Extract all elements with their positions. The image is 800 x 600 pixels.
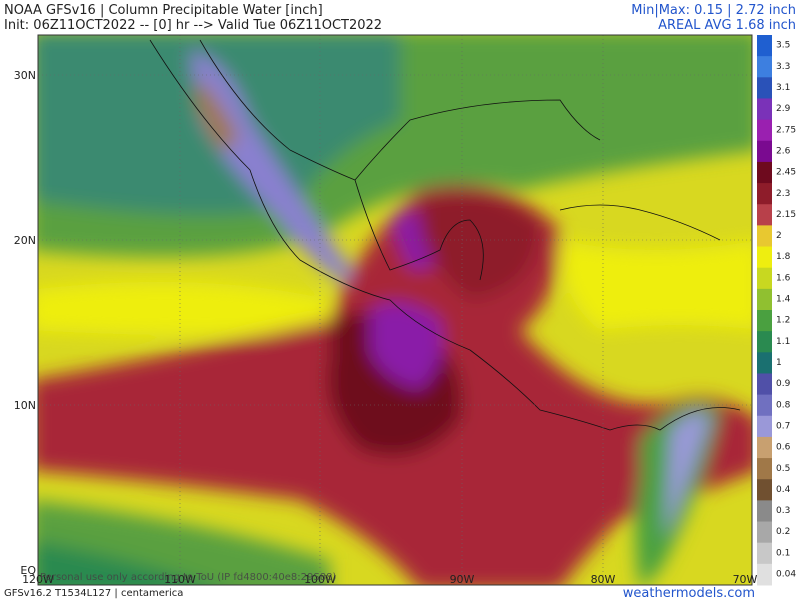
lat-label: 20N (14, 234, 36, 247)
colorbar-label: 1.6 (776, 273, 791, 283)
min-max: Min|Max: 0.15 | 2.72 inch (631, 3, 796, 18)
lon-label: 120W (22, 573, 54, 586)
colorbar-swatch (757, 521, 772, 544)
lon-label: 70W (733, 573, 758, 586)
colorbar-swatch (757, 119, 772, 142)
init-time: Init: 06Z11OCT2022 -- [0] hr --> Valid T… (4, 18, 382, 33)
colorbar-label: 3.3 (776, 62, 790, 72)
colorbar-swatch (757, 436, 772, 459)
colorbar-swatch (757, 77, 772, 99)
colorbar-label: 2 (776, 231, 782, 241)
title: NOAA GFSv16 | Column Precipitable Water … (4, 3, 323, 18)
colorbar-label: 1.4 (776, 295, 791, 305)
colorbar-swatch (757, 35, 772, 57)
colorbar-swatch (757, 204, 772, 226)
colorbar-swatch (757, 500, 772, 523)
colorbar-swatch (757, 183, 772, 205)
lon-label: 90W (450, 573, 475, 586)
watermark: Personal use only according to ToU (IP f… (40, 572, 336, 583)
graticule (38, 35, 752, 585)
lon-label: 110W (164, 573, 196, 586)
colorbar-swatch (757, 140, 772, 163)
colorbar-swatch (757, 458, 772, 480)
colorbar-swatch (757, 563, 772, 586)
map (38, 35, 752, 585)
colorbar-label: 0.5 (776, 464, 790, 474)
colorbar-label: 0.4 (776, 485, 791, 495)
colorbar-swatch (757, 479, 772, 501)
colorbar-swatch (757, 161, 772, 184)
colorbar-swatch (757, 394, 772, 417)
colorbar-label: 0.7 (776, 421, 790, 431)
site-link[interactable]: weathermodels.com (623, 586, 755, 600)
colorbar-swatch (757, 56, 772, 78)
colorbar-swatch (757, 352, 772, 374)
colorbar-label: 1.8 (776, 252, 791, 262)
colorbar-swatch (757, 288, 772, 311)
model-info: GFSv16.2 T1534L127 | centamerica (4, 588, 183, 599)
colorbar-swatch (757, 373, 772, 396)
colorbar-label: 0.2 (776, 527, 790, 537)
field (38, 35, 752, 585)
colorbar: 3.5 3.3 3.1 2.9 2.75 2.6 2.45 2.3 2.15 2 1.8 1.6 1.4… (757, 35, 796, 586)
colorbar-label: 1 (776, 358, 782, 368)
colorbar-label: 0.6 (776, 443, 791, 453)
colorbar-label: 0.1 (776, 548, 790, 558)
areal-avg: AREAL AVG 1.68 inch (658, 18, 796, 33)
map-frame (37, 34, 753, 586)
colorbar-swatch (757, 98, 772, 121)
colorbar-label: 2.6 (776, 146, 791, 156)
colorbar-label: 2.3 (776, 189, 790, 199)
colorbar-label: 2.75 (776, 125, 796, 135)
lat-label: 30N (14, 69, 36, 82)
colorbar-swatch (757, 267, 772, 290)
colorbar-swatch (757, 331, 772, 353)
colorbar-swatch (757, 246, 772, 269)
lon-label: 100W (304, 573, 336, 586)
lat-label: EQ (20, 564, 36, 577)
lon-label: 80W (591, 573, 616, 586)
colorbar-swatch (757, 542, 772, 565)
colorbar-label: 2.15 (776, 210, 796, 220)
colorbar-swatch (757, 225, 772, 248)
colorbar-label: 0.3 (776, 506, 790, 516)
colorbar-label: 3.5 (776, 41, 790, 51)
colorbar-label: 0.04 (776, 570, 796, 580)
colorbar-swatch (757, 310, 772, 332)
colorbar-swatch (757, 415, 772, 438)
colorbar-label: 1.1 (776, 337, 790, 347)
colorbar-label: 0.9 (776, 379, 791, 389)
colorbar-label: 1.2 (776, 316, 790, 326)
coastlines (149, 39, 741, 431)
colorbar-label: 3.1 (776, 83, 790, 93)
lat-label: 10N (14, 399, 36, 412)
colorbar-label: 0.8 (776, 400, 791, 410)
colorbar-label: 2.45 (776, 168, 796, 178)
colorbar-label: 2.9 (776, 104, 791, 114)
